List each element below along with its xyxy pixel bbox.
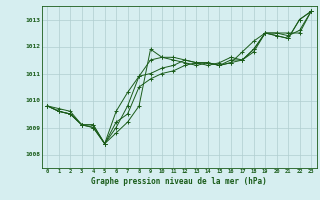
X-axis label: Graphe pression niveau de la mer (hPa): Graphe pression niveau de la mer (hPa): [91, 177, 267, 186]
